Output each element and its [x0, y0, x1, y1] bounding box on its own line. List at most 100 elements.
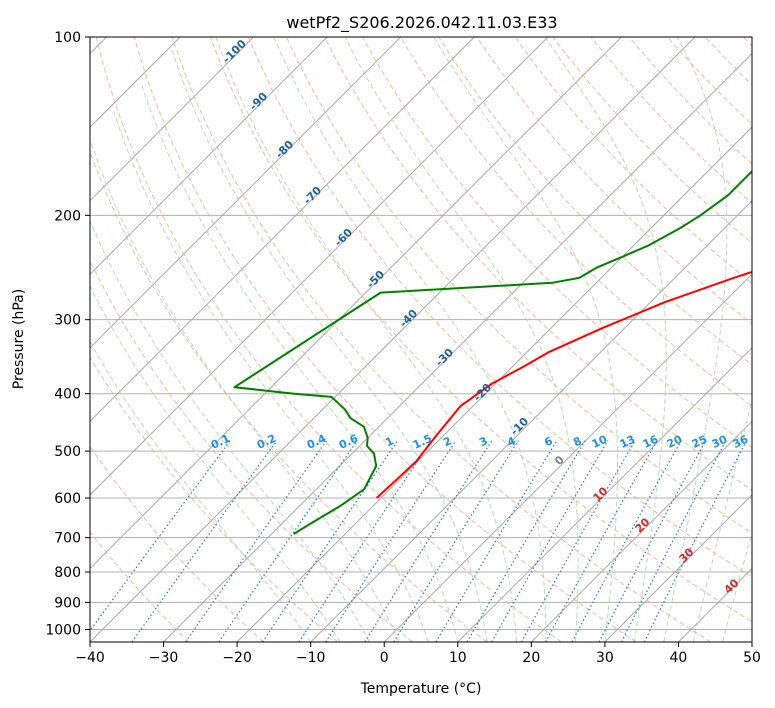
- mixing-ratio-line: [131, 440, 278, 642]
- axes: −40 −30 −20 −10 0 10 20 30 40 5010020030040050060…: [45, 30, 761, 666]
- moist-adiabat-line: [215, 37, 518, 642]
- mixing-ratio-label: 36: [731, 433, 751, 451]
- isotherm-line: [90, 37, 549, 496]
- x-tick-label: 30: [596, 650, 614, 666]
- dry-adiabat-line: [590, 37, 752, 204]
- y-tick-label: 500: [54, 444, 81, 460]
- temperature-profile-line: [376, 270, 752, 499]
- y-tick-label: 700: [54, 531, 81, 547]
- dry-adiabat-line: [514, 37, 752, 284]
- moist-adiabat-line: [344, 37, 579, 642]
- y-tick-label: 400: [54, 387, 81, 403]
- y-tick-label: 100: [54, 30, 81, 46]
- dry-adiabat-label: -80: [273, 138, 296, 161]
- moist-adiabat-line: [722, 531, 752, 642]
- moist-adiabat-label: 0: [552, 453, 567, 468]
- mixing-ratio-line: [545, 440, 658, 642]
- mixing-ratio-line: [466, 440, 586, 642]
- mixing-ratio-label: 6: [542, 434, 555, 449]
- dry-adiabat-line: [286, 37, 752, 534]
- x-tick-label: 40: [670, 650, 688, 666]
- dry-adiabat-line: [90, 531, 190, 642]
- x-tick-label: −30: [149, 650, 179, 666]
- x-tick-label: 20: [522, 650, 540, 666]
- dry-adiabat-line: [324, 37, 752, 491]
- dry-adiabat-label: -60: [332, 226, 355, 249]
- mixing-ratio-line: [643, 440, 748, 642]
- isopleth-labels: -100-90-80-70-60-50-40-30-20-100.1 0.2 0.4…: [209, 37, 751, 597]
- dry-adiabat-line: [171, 37, 712, 642]
- dry-adiabat-line: [362, 37, 752, 449]
- moist-adiabat-line: [111, 107, 429, 642]
- mixing-ratio-line: [520, 440, 636, 642]
- moist-adiabat-line: [692, 397, 752, 642]
- dry-adiabat-line: [476, 37, 752, 325]
- dry-adiabat-label: -40: [397, 307, 420, 330]
- y-tick-label: 800: [54, 565, 81, 581]
- isotherm-line: [90, 37, 622, 570]
- moist-adiabat-line: [273, 37, 547, 642]
- plot-series: [233, 169, 752, 535]
- mixing-ratio-label: 8: [571, 434, 583, 449]
- chart-title: wetPf2_S206.2026.042.11.03.E33: [286, 13, 557, 33]
- dry-adiabat-label: -70: [301, 184, 324, 207]
- dry-adiabat-line: [209, 37, 752, 623]
- dry-adiabat-label: -90: [247, 90, 270, 113]
- mixing-ratio-line: [261, 440, 399, 642]
- mixing-ratio-label: 10: [590, 433, 610, 451]
- plot-frame: [89, 36, 753, 643]
- moist-adiabat-line: [544, 37, 667, 642]
- moist-adiabat-line: [90, 340, 312, 642]
- mixing-ratio-line: [218, 440, 358, 642]
- dry-adiabat-label: -50: [364, 268, 387, 291]
- dry-adiabat-line: [90, 356, 339, 642]
- x-tick-label: 0: [380, 650, 389, 666]
- mixing-ratio-label: 3: [477, 434, 489, 449]
- mixing-ratio-label: 30: [710, 433, 730, 451]
- dry-adiabat-line: [743, 37, 752, 47]
- mixing-ratio-label: 20: [665, 433, 685, 451]
- mixing-ratio-label: 13: [618, 433, 637, 451]
- isotherm-line: [90, 37, 696, 642]
- isotherm-line: [383, 273, 752, 642]
- mixing-ratio-line: [571, 440, 682, 642]
- x-tick-label: 50: [743, 650, 761, 666]
- isotherm-line: [90, 37, 475, 423]
- mixing-ratio-line: [598, 440, 707, 642]
- y-tick-label: 900: [54, 595, 81, 611]
- y-axis-label: Pressure (hPa): [11, 289, 27, 389]
- dry-adiabat-label: -30: [433, 346, 456, 369]
- isotherm-line: [530, 420, 752, 642]
- dry-adiabat-line: [247, 37, 752, 578]
- x-axis-label: Temperature (°C): [360, 681, 482, 697]
- moist-adiabat-label: 20: [633, 515, 653, 535]
- x-tick-label: −10: [296, 650, 326, 666]
- y-tick-label: 300: [54, 313, 81, 329]
- mixing-ratio-line: [491, 440, 609, 642]
- mixing-ratio-line: [325, 440, 457, 642]
- mixing-ratio-line: [90, 440, 231, 632]
- mixing-ratio-line: [185, 440, 328, 642]
- dry-adiabat-line: [90, 150, 488, 642]
- moist-adiabat-line: [433, 37, 618, 642]
- mixing-ratio-label: 1: [383, 434, 395, 449]
- dry-adiabat-line: [552, 37, 752, 244]
- moist-adiabat-line: [663, 37, 728, 642]
- mixing-ratio-label: 0.4: [305, 432, 328, 452]
- isotherm-line: [236, 126, 752, 642]
- mixing-ratio-line: [298, 440, 432, 642]
- dry-adiabat-line: [704, 37, 752, 86]
- isotherm-line: [90, 37, 402, 349]
- dry-adiabat-line: [90, 259, 413, 642]
- dry-adiabat-label: -100: [220, 37, 249, 66]
- x-tick-label: 10: [449, 650, 467, 666]
- isotherm-line: [90, 37, 328, 275]
- plot-grid: [90, 37, 752, 642]
- isotherm-line: [90, 37, 255, 202]
- isotherm-line: [457, 347, 752, 642]
- dewpoint-profile-line: [233, 169, 752, 535]
- mixing-ratio-line: [393, 440, 519, 642]
- mixing-ratio-label: 0.1: [209, 432, 232, 452]
- mixing-ratio-label: 25: [690, 433, 709, 451]
